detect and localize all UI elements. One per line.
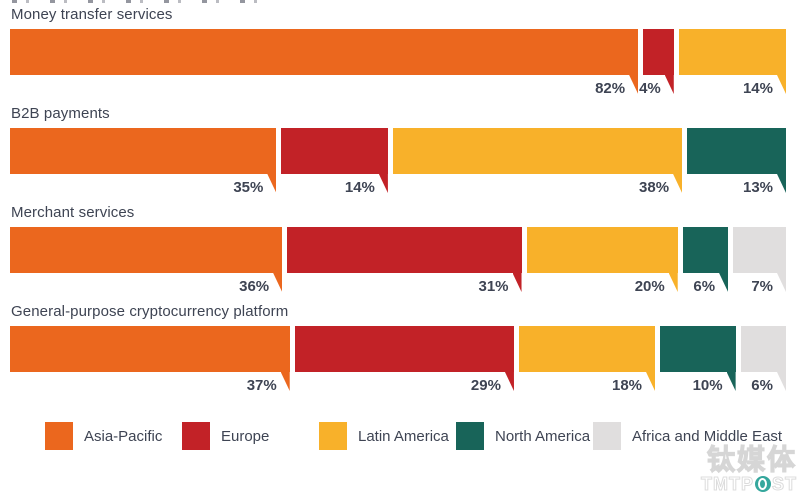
stacked-bar: 37% 29% 18% 10% 6% xyxy=(10,326,786,394)
legend-label: Europe xyxy=(221,427,270,445)
segment-value-label: 37% xyxy=(246,377,277,394)
legend-label: Asia-Pacific xyxy=(84,427,163,445)
bar-segment: 35% xyxy=(10,128,277,196)
bar-segment: 29% xyxy=(294,326,514,394)
watermark-coin-icon xyxy=(754,476,771,492)
bar-segment: 13% xyxy=(687,128,787,196)
segment-pointer-tail xyxy=(378,174,388,193)
bar-segment: 37% xyxy=(10,326,290,394)
segment-pointer-tail xyxy=(673,174,683,193)
segment-pointer-tail xyxy=(280,372,290,391)
cropped-text-artifact xyxy=(12,0,272,3)
category-label: General-purpose cryptocurrency platform xyxy=(11,303,289,320)
chart-row: General-purpose cryptocurrency platform 3… xyxy=(10,303,786,394)
category-label: Money transfer services xyxy=(11,6,173,23)
legend-item: Latin America xyxy=(319,422,456,450)
segment-value-label: 31% xyxy=(478,278,509,295)
bar-segment: 36% xyxy=(10,227,283,295)
bar-segment: 7% xyxy=(733,227,786,295)
legend-item: Europe xyxy=(182,422,319,450)
legend-swatch xyxy=(593,422,621,450)
segment-value-label: 18% xyxy=(612,377,643,394)
bar-segment: 4% xyxy=(639,29,674,97)
segment-pointer-tail xyxy=(646,372,656,391)
bar-segment: 18% xyxy=(518,326,656,394)
segment-pointer-tail xyxy=(512,273,522,292)
bar-segment: 82% xyxy=(10,29,639,97)
chart-legend: Asia-Pacific Europe Latin America North Ame… xyxy=(45,422,786,450)
legend-swatch xyxy=(456,422,484,450)
legend-item: Asia-Pacific xyxy=(45,422,182,450)
segment-pointer-tail xyxy=(776,372,786,391)
chart-row: Merchant services 36% 31% 20% 6% 7% xyxy=(10,204,786,295)
watermark-latin-text: TMTP ST xyxy=(700,474,797,494)
segment-value-label: 6% xyxy=(751,377,773,394)
segment-value-label: 13% xyxy=(742,179,774,196)
bar-segment: 14% xyxy=(678,29,786,97)
segment-value-label: 14% xyxy=(344,179,375,196)
stacked-bar: 35% 14% 38% 13% xyxy=(10,128,787,196)
segment-value-label: 35% xyxy=(233,179,264,196)
bar-segment: 38% xyxy=(392,128,683,196)
watermark-latin-suffix: ST xyxy=(771,474,797,494)
segment-value-label: 20% xyxy=(634,278,665,295)
legend-swatch xyxy=(182,422,210,450)
segment-value-label: 10% xyxy=(692,377,723,394)
watermark-latin-prefix: TMTP xyxy=(700,474,754,494)
stacked-bar: 36% 31% 20% 6% 7% xyxy=(10,227,786,295)
segment-pointer-tail xyxy=(504,372,514,391)
segment-pointer-tail xyxy=(664,75,674,94)
segment-value-label: 38% xyxy=(639,179,670,196)
segment-value-label: 7% xyxy=(751,278,773,295)
category-label: Merchant services xyxy=(11,204,135,221)
segment-pointer-tail xyxy=(629,75,639,94)
segment-value-label: 6% xyxy=(693,278,716,295)
segment-pointer-tail xyxy=(267,174,277,193)
chart-rows: Money transfer services 82% 4% 14% B2B payme… xyxy=(10,6,787,394)
segment-value-label: 4% xyxy=(639,80,661,97)
segment-value-label: 36% xyxy=(239,278,270,295)
chart-row: B2B payments 35% 14% 38% 13% xyxy=(10,105,787,196)
legend-label: North America xyxy=(495,427,591,445)
segment-pointer-tail xyxy=(777,273,786,292)
legend-item: Africa and Middle East xyxy=(593,422,782,450)
segment-pointer-tail xyxy=(777,174,787,193)
legend-item: North America xyxy=(456,422,593,450)
legend-swatch xyxy=(45,422,73,450)
segment-pointer-tail xyxy=(668,273,678,292)
bar-segment: 6% xyxy=(682,227,729,295)
bar-segment: 6% xyxy=(740,326,786,394)
legend-swatch xyxy=(319,422,347,450)
segment-value-label: 14% xyxy=(742,80,773,97)
bar-segment: 14% xyxy=(281,128,388,196)
legend-label: Latin America xyxy=(358,427,449,445)
segment-pointer-tail xyxy=(777,75,786,94)
bar-segment: 10% xyxy=(660,326,736,394)
segment-value-label: 82% xyxy=(595,80,626,97)
stacked-bar-chart: Money transfer services 82% 4% 14% B2B payme… xyxy=(10,6,787,450)
segment-value-label: 29% xyxy=(470,377,501,394)
bar-segment: 20% xyxy=(526,227,678,295)
segment-pointer-tail xyxy=(719,273,729,292)
watermark-chinese-text: 钛媒体 xyxy=(706,444,797,475)
category-label: B2B payments xyxy=(11,105,110,122)
chart-row: Money transfer services 82% 4% 14% xyxy=(10,6,786,97)
watermark: 钛媒体 TMTP ST xyxy=(700,444,797,494)
segment-pointer-tail xyxy=(273,273,283,292)
segment-pointer-tail xyxy=(726,372,736,391)
stacked-bar: 82% 4% 14% xyxy=(10,29,786,97)
legend-label: Africa and Middle East xyxy=(632,427,783,445)
bar-segment: 31% xyxy=(287,227,522,295)
